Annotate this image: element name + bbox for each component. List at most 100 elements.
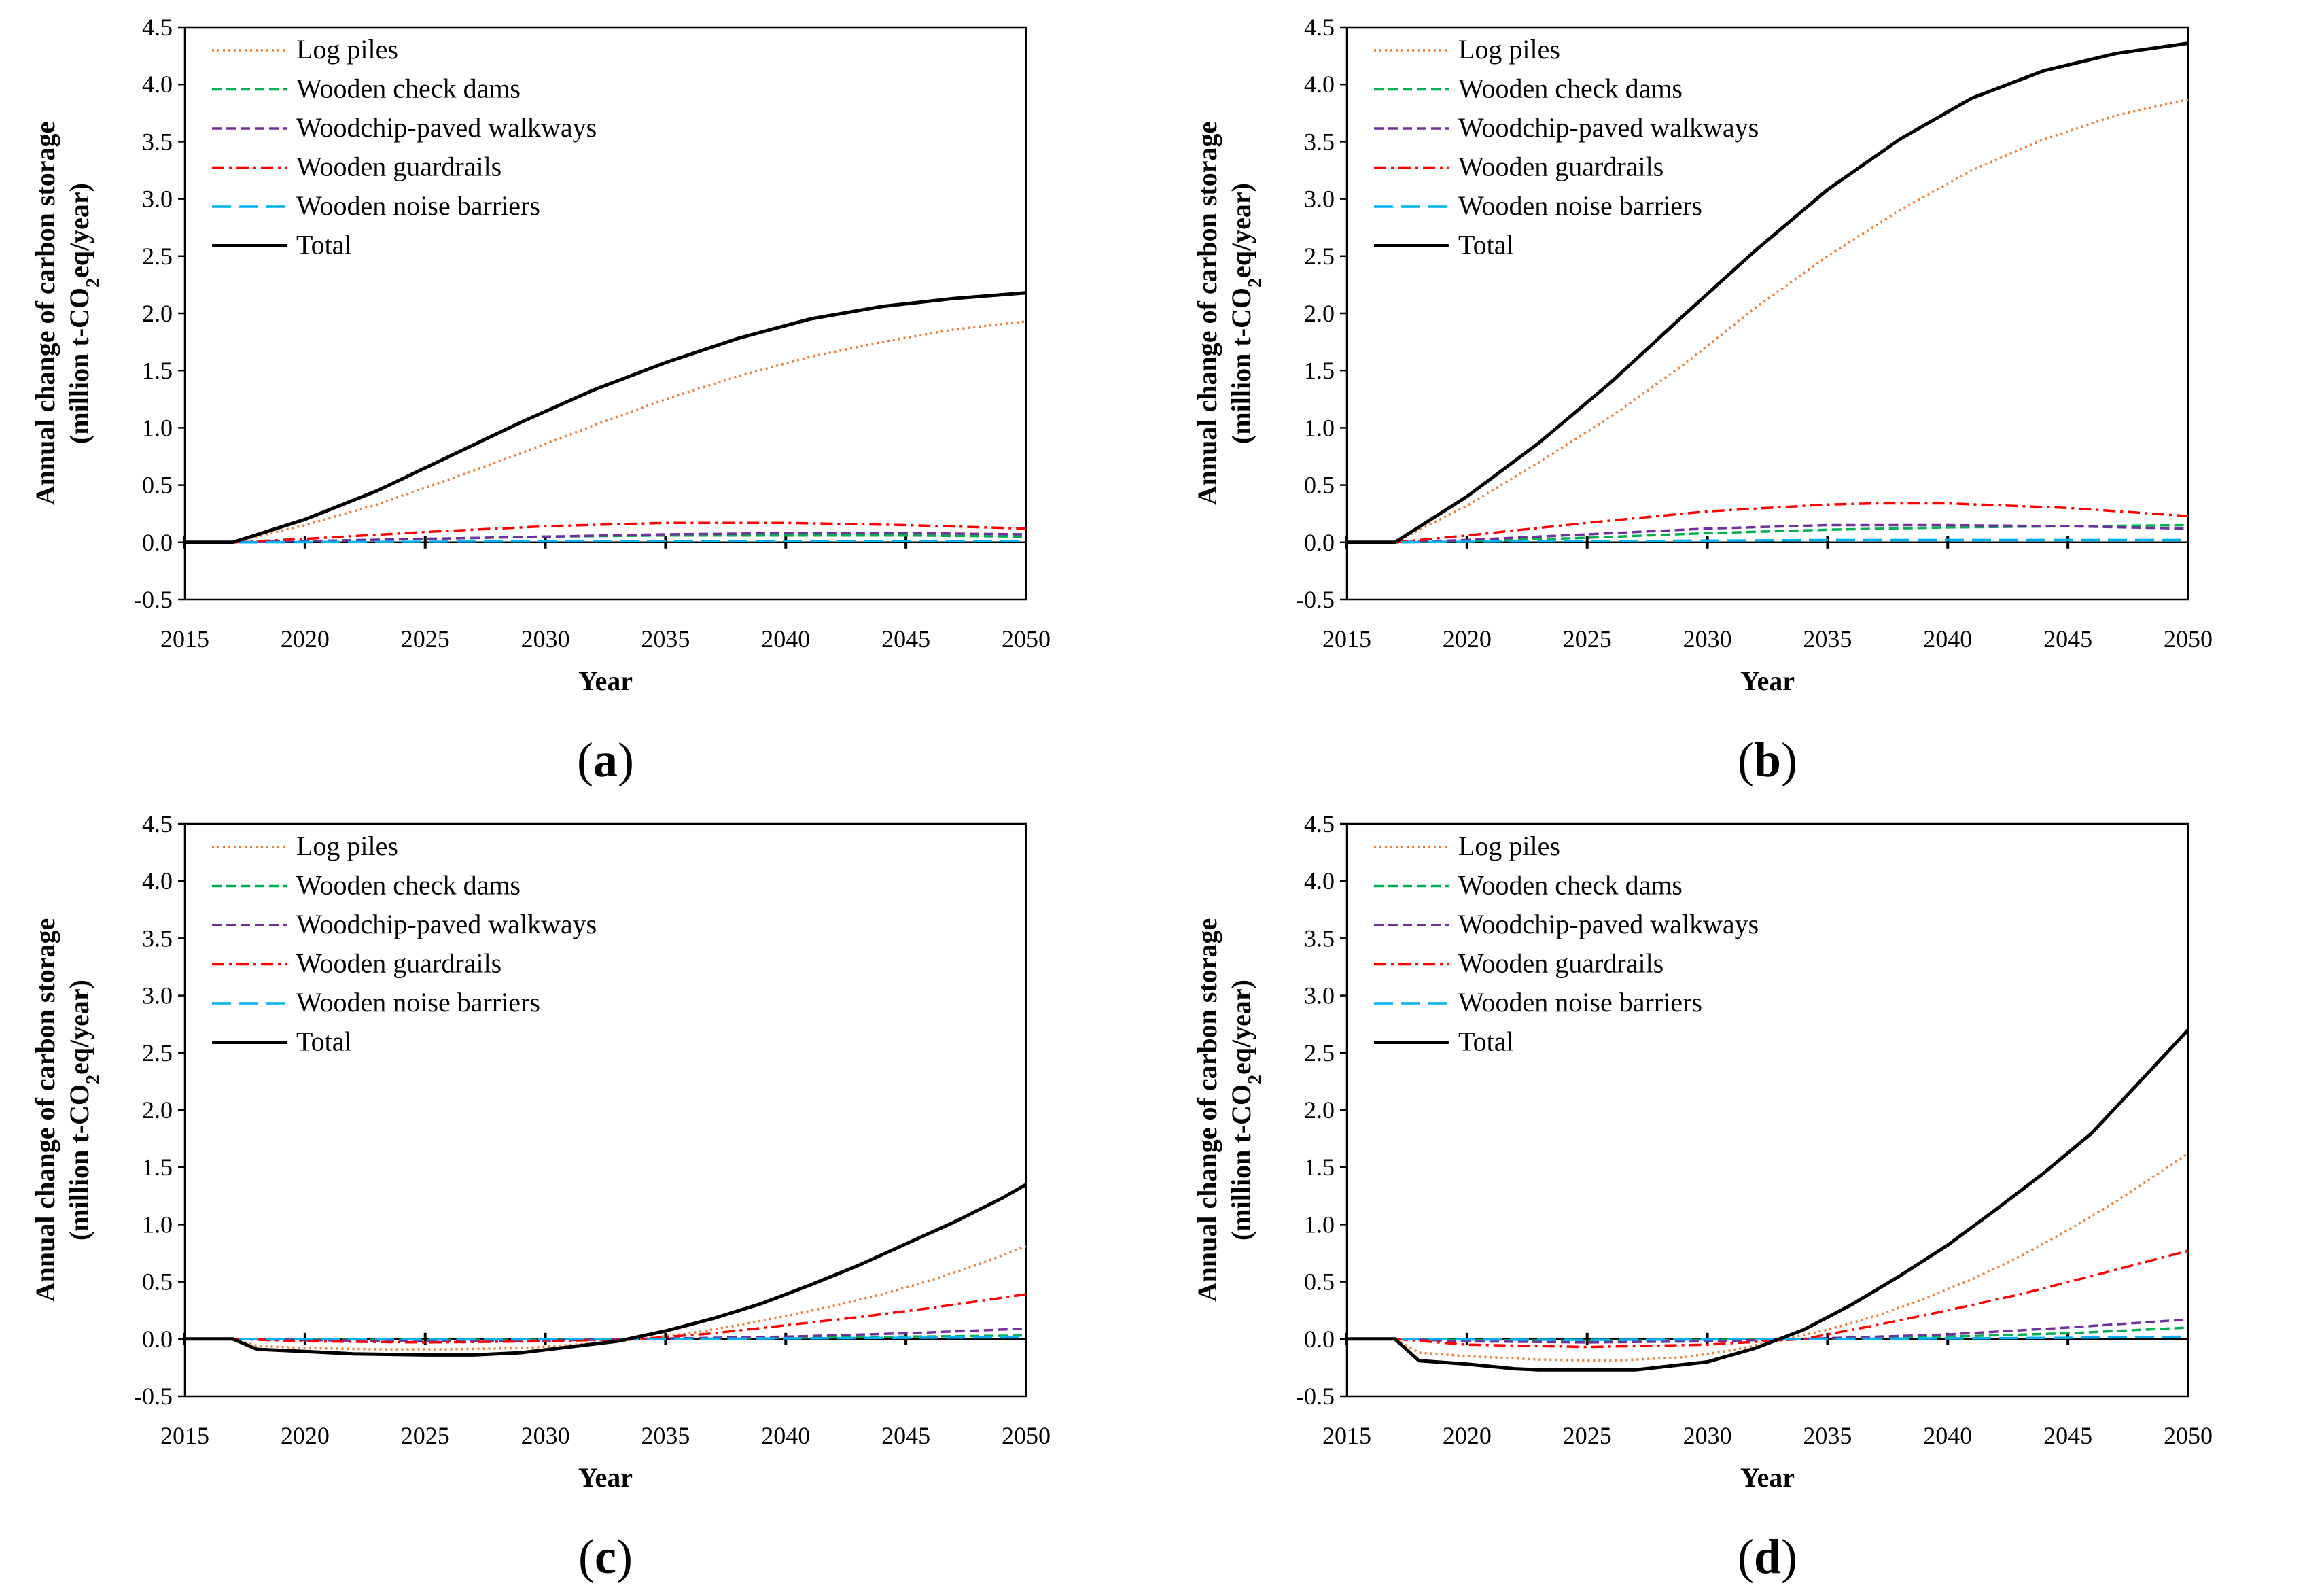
x-tick-label: 2030 xyxy=(1683,1422,1732,1449)
y-tick-label: 1.0 xyxy=(1304,1211,1335,1238)
x-tick-label: 2025 xyxy=(1563,1422,1612,1449)
legend-label: Wooden guardrails xyxy=(296,948,501,979)
y-axis-title-line1: Annual change of carbon storage xyxy=(30,918,60,1302)
x-tick-label: 2050 xyxy=(1002,1422,1051,1449)
ylabel-part: eq/year) xyxy=(1226,183,1256,278)
chart-panel-a: -0.5 0.0 0.5 1.0 1.5 2.0 2.5 3.0 3.5 4.0 4.5 2015 20… xyxy=(30,14,1051,787)
x-axis-title: Year xyxy=(578,1462,633,1493)
panel-letter: c xyxy=(595,1529,616,1584)
ylabel-subscript: 2 xyxy=(83,1075,104,1084)
legend-label: Log piles xyxy=(1458,34,1560,65)
series-line-wooden-noise-barriers xyxy=(185,540,1026,544)
y-tick-label: 3.5 xyxy=(1304,924,1335,952)
panel-label: (d) xyxy=(1738,1529,1797,1584)
x-tick-label: 2035 xyxy=(641,1422,690,1449)
y-tick-label: 0.0 xyxy=(1304,529,1335,556)
panel-letter: a xyxy=(593,733,618,787)
x-tick-label: 2015 xyxy=(160,1422,209,1449)
x-tick-label: 2040 xyxy=(1923,1422,1972,1449)
ylabel-subscript: 2 xyxy=(1245,278,1266,288)
ylabel-part: eq/year) xyxy=(1226,980,1256,1075)
y-tick-label: 1.0 xyxy=(142,1211,173,1238)
x-tick-label: 2030 xyxy=(521,1422,570,1449)
y-tick-label: 3.0 xyxy=(1304,186,1335,213)
legend-label: Wooden noise barriers xyxy=(296,190,540,221)
y-tick-label: 0.5 xyxy=(1304,472,1335,499)
y-axis-title-line1: Annual change of carbon storage xyxy=(1192,918,1222,1302)
y-tick-label: 4.0 xyxy=(142,867,173,895)
x-tick-label: 2020 xyxy=(281,1422,330,1449)
x-tick-label: 2025 xyxy=(401,625,450,653)
series-line-total xyxy=(185,1183,1027,1357)
y-tick-label: 0.5 xyxy=(1304,1268,1335,1296)
panel-label: (a) xyxy=(577,733,634,787)
legend-label: Wooden noise barriers xyxy=(1458,190,1702,221)
series-line-wooden-guardrails xyxy=(1347,502,2189,544)
series-line-wooden-noise-barriers xyxy=(185,1336,1027,1341)
y-tick-label: 0.0 xyxy=(1304,1326,1335,1353)
ylabel-part: (million t-CO xyxy=(64,1084,94,1241)
y-tick-label: -0.5 xyxy=(134,1383,173,1410)
legend-label: Log piles xyxy=(296,831,398,861)
series-line-wooden-noise-barriers xyxy=(1347,538,2188,544)
y-tick-label: 1.5 xyxy=(1304,1154,1335,1181)
x-tick-label: 2015 xyxy=(1322,1422,1371,1449)
y-tick-label: 2.5 xyxy=(1304,243,1335,270)
x-tick-label: 2030 xyxy=(1683,625,1732,653)
series-line-total xyxy=(185,291,1027,544)
legend-label: Log piles xyxy=(1458,831,1560,861)
legend-label: Wooden check dams xyxy=(1458,870,1683,901)
y-tick-label: 2.0 xyxy=(1304,300,1335,327)
y-tick-label: 4.0 xyxy=(142,71,173,98)
y-axis-title-line2: (million t-CO2eq/year) xyxy=(64,980,104,1241)
legend-label: Total xyxy=(1458,1026,1514,1057)
x-tick-label: 2040 xyxy=(761,625,810,653)
series-line-wooden-guardrails xyxy=(1347,1249,2189,1349)
y-tick-label: 2.5 xyxy=(142,243,173,270)
y-axis-title-line2: (million t-CO2eq/year) xyxy=(64,183,104,444)
series-line-log-piles xyxy=(185,320,1027,544)
legend-label: Total xyxy=(296,230,352,260)
series-line-wooden-guardrails xyxy=(185,521,1027,544)
chart-panel-b: -0.5 0.0 0.5 1.0 1.5 2.0 2.5 3.0 3.5 4.0 4.5 2015 20… xyxy=(1192,14,2213,787)
y-tick-label: 1.0 xyxy=(142,414,173,441)
x-tick-label: 2035 xyxy=(1803,625,1852,653)
x-tick-label: 2050 xyxy=(2164,625,2213,653)
y-tick-label: 2.0 xyxy=(1304,1096,1335,1124)
y-tick-label: -0.5 xyxy=(134,586,173,613)
y-tick-label: 0.0 xyxy=(142,529,173,556)
chart-panel-c: -0.5 0.0 0.5 1.0 1.5 2.0 2.5 3.0 3.5 4.0 4.5 2015 20… xyxy=(30,810,1051,1584)
x-axis-title: Year xyxy=(1740,665,1795,696)
legend-label: Wooden noise barriers xyxy=(296,987,540,1018)
x-tick-label: 2015 xyxy=(160,625,209,653)
y-tick-label: 3.5 xyxy=(1304,128,1335,155)
x-axis-title: Year xyxy=(1740,1462,1795,1493)
y-tick-label: 1.0 xyxy=(1304,414,1335,441)
y-tick-label: 3.5 xyxy=(142,924,173,952)
legend-label: Total xyxy=(1458,230,1514,260)
y-axis-title-line2: (million t-CO2eq/year) xyxy=(1226,980,1266,1241)
panel-label: (b) xyxy=(1738,733,1797,787)
x-tick-label: 2035 xyxy=(1803,1422,1852,1449)
x-tick-label: 2040 xyxy=(761,1422,810,1449)
legend-label: Wooden guardrails xyxy=(1458,948,1663,979)
y-tick-label: 3.0 xyxy=(142,982,173,1009)
y-tick-label: -0.5 xyxy=(1296,586,1335,613)
y-tick-label: 4.0 xyxy=(1304,71,1335,98)
panel-label: (c) xyxy=(578,1529,633,1584)
panel-letter: d xyxy=(1754,1529,1781,1584)
legend-label: Wooden check dams xyxy=(296,73,521,104)
y-tick-label: 3.0 xyxy=(142,186,173,213)
y-tick-label: 2.5 xyxy=(142,1039,173,1067)
ylabel-part: eq/year) xyxy=(64,980,94,1075)
x-tick-label: 2035 xyxy=(641,625,690,653)
ylabel-subscript: 2 xyxy=(1245,1075,1266,1084)
y-tick-label: 0.5 xyxy=(142,472,173,499)
x-tick-label: 2040 xyxy=(1923,625,1972,653)
legend-label: Wooden noise barriers xyxy=(1458,987,1702,1018)
x-tick-label: 2020 xyxy=(1443,1422,1492,1449)
y-tick-label: 3.0 xyxy=(1304,982,1335,1009)
y-tick-label: 2.0 xyxy=(142,1096,173,1124)
x-tick-label: 2020 xyxy=(281,625,330,653)
